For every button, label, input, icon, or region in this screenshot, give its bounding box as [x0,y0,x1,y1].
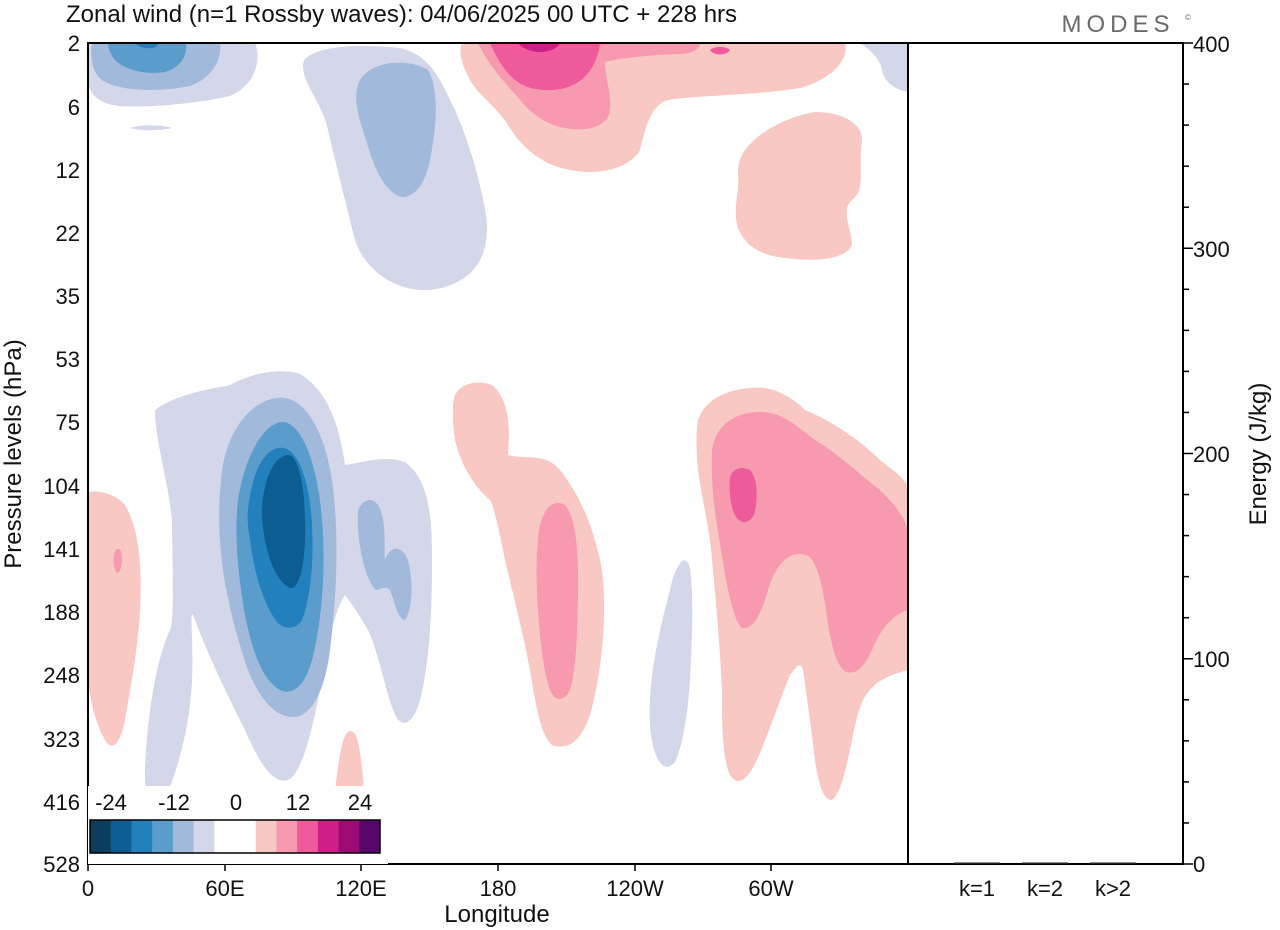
colorbar-swatch [214,820,236,853]
energy-plot-frame [907,42,1184,865]
contour-pos-strat-centre-12 [490,43,600,91]
energy-category-label: k=1 [959,876,995,901]
contour-neg-strat-left-sliver [130,125,172,131]
pressure-tick-label: 6 [68,95,80,120]
energy-tick-label: 100 [1193,647,1230,672]
longitude-tick-label: 120W [606,876,664,901]
energy-axis: 0 100 200 300 400 Energy (J/kg) [1183,32,1272,877]
longitude-tick-label: 180 [480,876,517,901]
pressure-tick-label: 188 [43,600,80,625]
contour-neg-strat-left-12 [108,43,187,73]
contour-neg-strat-left-16 [135,43,158,49]
pressure-tick-label: 2 [68,31,80,56]
colorbar-tick-label: -24 [95,790,127,815]
pressure-tick-label: 141 [43,537,80,562]
longitude-axis-label: Longitude [444,901,549,928]
energy-category-label: k=2 [1027,876,1063,901]
energy-tick-label: 400 [1193,32,1230,57]
energy-tick-label: 300 [1193,237,1230,262]
energy-bars [954,862,1136,864]
energy-tick-label: 200 [1193,442,1230,467]
energy-category-labels: k=1 k=2 k>2 [959,876,1131,901]
pressure-axis: 2 6 12 22 35 53 75 104 141 188 248 323 4… [0,31,80,877]
colorbar-swatch [297,820,319,853]
contour-pos-strat-centre-20 [518,43,560,52]
pressure-tick-label: 323 [43,727,80,752]
contour-pos-right-16 [729,468,757,523]
energy-tick-label: 0 [1193,852,1205,877]
modes-logo: MODES © [1061,11,1191,38]
contour-neg-upper-col-8 [356,62,436,197]
contour-pos-mid-col-4 [452,382,605,747]
longitude-tick-label: 60E [205,876,244,901]
colorbar-swatch [131,820,153,853]
contour-neg-topright-4 [860,43,908,92]
contour-pos-right-8 [711,412,908,673]
colorbar-swatch [235,820,257,853]
longitude-tick-label: 60W [748,876,793,901]
energy-category-label: k>2 [1095,876,1131,901]
colorbar-tick-label: 24 [348,790,372,815]
contour-pos-left-col-4 [88,491,141,746]
colorbar-outline [89,819,381,854]
energy-bar [1090,862,1136,864]
colorbar-tick-label: -12 [158,790,190,815]
colorbar-swatch [172,820,195,853]
colorbar-legend: -24 -12 0 12 24 [88,786,388,864]
pressure-tick-label: 53 [56,347,80,372]
contour-pos-mid-col-8 [536,503,579,699]
colorbar-swatch [152,820,174,853]
pressure-tick-label: 12 [56,158,80,183]
contour-pos-upper-right-4 [735,112,862,260]
colorbar-swatch [338,820,360,853]
colorbar-tick-label: 12 [286,790,310,815]
pressure-tick-label: 35 [56,284,80,309]
pressure-tick-label: 416 [43,790,80,815]
contour-pos-left-col-8 [113,548,123,574]
energy-axis-label: Energy (J/kg) [1245,383,1272,526]
modes-logo-mark: © [1185,13,1191,22]
colorbar-swatch [255,820,277,853]
longitude-tick-label: 0 [82,876,94,901]
colorbar-swatch [90,820,112,853]
colorbar-swatch [359,820,381,853]
colorbar-tick-label: 0 [230,790,242,815]
colorbar-swatch [110,820,132,853]
pressure-tick-label: 248 [43,663,80,688]
pressure-tick-label: 104 [43,474,80,499]
colorbar-swatch [193,820,215,853]
contour-neg-120w-4 [649,560,693,767]
contour-neg-low-col-20 [262,454,306,589]
contour-pos-strat-dot [710,47,730,55]
colorbar-swatch [276,820,298,853]
colorbar-swatch [317,820,340,853]
pressure-axis-label: Pressure levels (hPa) [0,339,27,568]
longitude-tick-label: 120E [335,876,386,901]
energy-bar [1022,862,1068,864]
chart-title: Zonal wind (n=1 Rossby waves): 04/06/202… [66,1,737,28]
pressure-tick-label: 22 [56,221,80,246]
pressure-tick-label: 528 [43,852,80,877]
modes-logo-text: MODES [1061,11,1174,38]
contour-field [88,43,908,864]
contour-neg-right-lobe-8 [357,499,412,620]
colorbar-swatches [89,819,381,854]
energy-bar [954,862,1000,864]
longitude-axis: 0 60E 120E 180 120W 60W Longitude [82,864,794,928]
pressure-tick-label: 75 [56,410,80,435]
